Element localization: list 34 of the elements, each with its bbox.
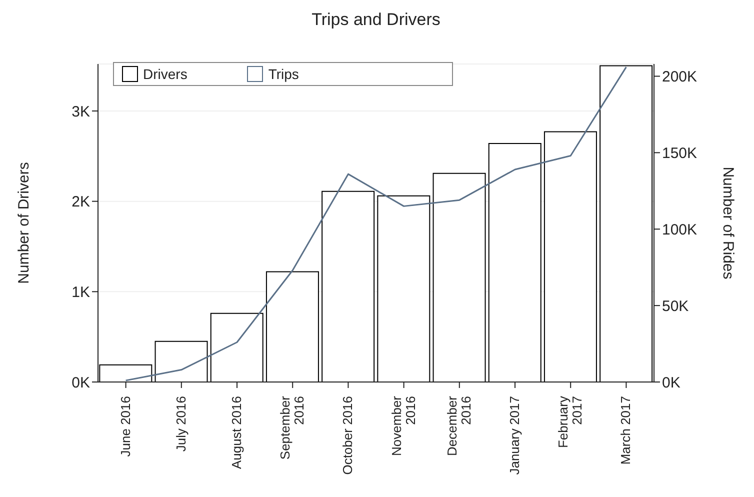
line-series: [125, 66, 627, 382]
y-axis-title: Number of Drivers: [15, 162, 32, 284]
x-tick-label: September 2016: [278, 395, 307, 460]
legend-label: Trips: [268, 66, 299, 82]
bar: [99, 364, 152, 382]
legend-label: Drivers: [143, 66, 188, 82]
x-tick-label: February 2017: [556, 396, 585, 448]
y2-tick-label: 50K: [662, 298, 689, 315]
bar: [377, 195, 430, 382]
y2-tick-label: 150K: [662, 145, 698, 162]
bar: [210, 312, 264, 382]
bar: [432, 172, 486, 382]
bar: [322, 190, 375, 382]
x-tick-label: December 2016: [444, 395, 474, 456]
y-tick-label: 3K: [72, 103, 90, 120]
bar: [488, 143, 542, 382]
x-tick-label: July 2016: [173, 396, 188, 452]
x-tick-label: March 2017: [618, 396, 634, 465]
y2-tick-label: 0K: [662, 374, 680, 392]
x-tick-label: January 2017: [507, 396, 522, 475]
x-tick-label: August 2016: [229, 396, 244, 470]
y-tick-label: 2K: [72, 194, 90, 211]
bar: [154, 340, 208, 382]
chart-title: Trips and Drivers: [310, 9, 442, 30]
bar: [544, 131, 597, 382]
y2-tick-label: 200K: [662, 68, 698, 86]
x-tick-label: June 2016: [118, 396, 133, 457]
x-tick-label: November 2016: [388, 395, 418, 456]
bar: [266, 271, 319, 382]
x-tick-label: October 2016: [340, 396, 356, 475]
y-tick-label: 1K: [72, 284, 90, 301]
y2-tick-label: 100K: [662, 221, 698, 238]
y2-axis-title: Number of Rides: [720, 166, 737, 280]
y-tick-label: 0K: [72, 374, 90, 392]
